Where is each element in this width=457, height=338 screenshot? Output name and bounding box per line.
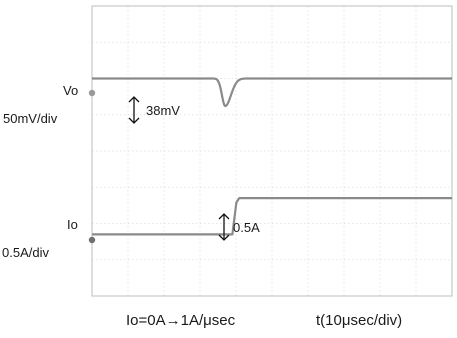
- vo-scale-label: 50mV/div: [3, 111, 58, 126]
- plot-grid: [92, 6, 452, 296]
- plot-frame: [91, 5, 453, 297]
- vo-trace: [91, 77, 453, 108]
- io-trace: [92, 197, 452, 236]
- io-channel-label: Io: [67, 217, 78, 232]
- vo-channel-marker: [88, 89, 96, 97]
- vo-dip-annotation: 38mV: [146, 103, 180, 118]
- time-scale-label: t(10μsec/div): [316, 312, 403, 329]
- io-scale-label: 0.5A/div: [2, 245, 49, 260]
- io-step-arrow: [218, 213, 230, 241]
- io-step-annotation: 0.5A: [233, 220, 260, 235]
- vo-dip-arrow: [128, 96, 140, 124]
- io-channel-marker: [88, 236, 96, 244]
- vo-channel-label: Vo: [63, 83, 79, 98]
- test-condition-label: Io=0A→1A/μsec: [126, 312, 236, 329]
